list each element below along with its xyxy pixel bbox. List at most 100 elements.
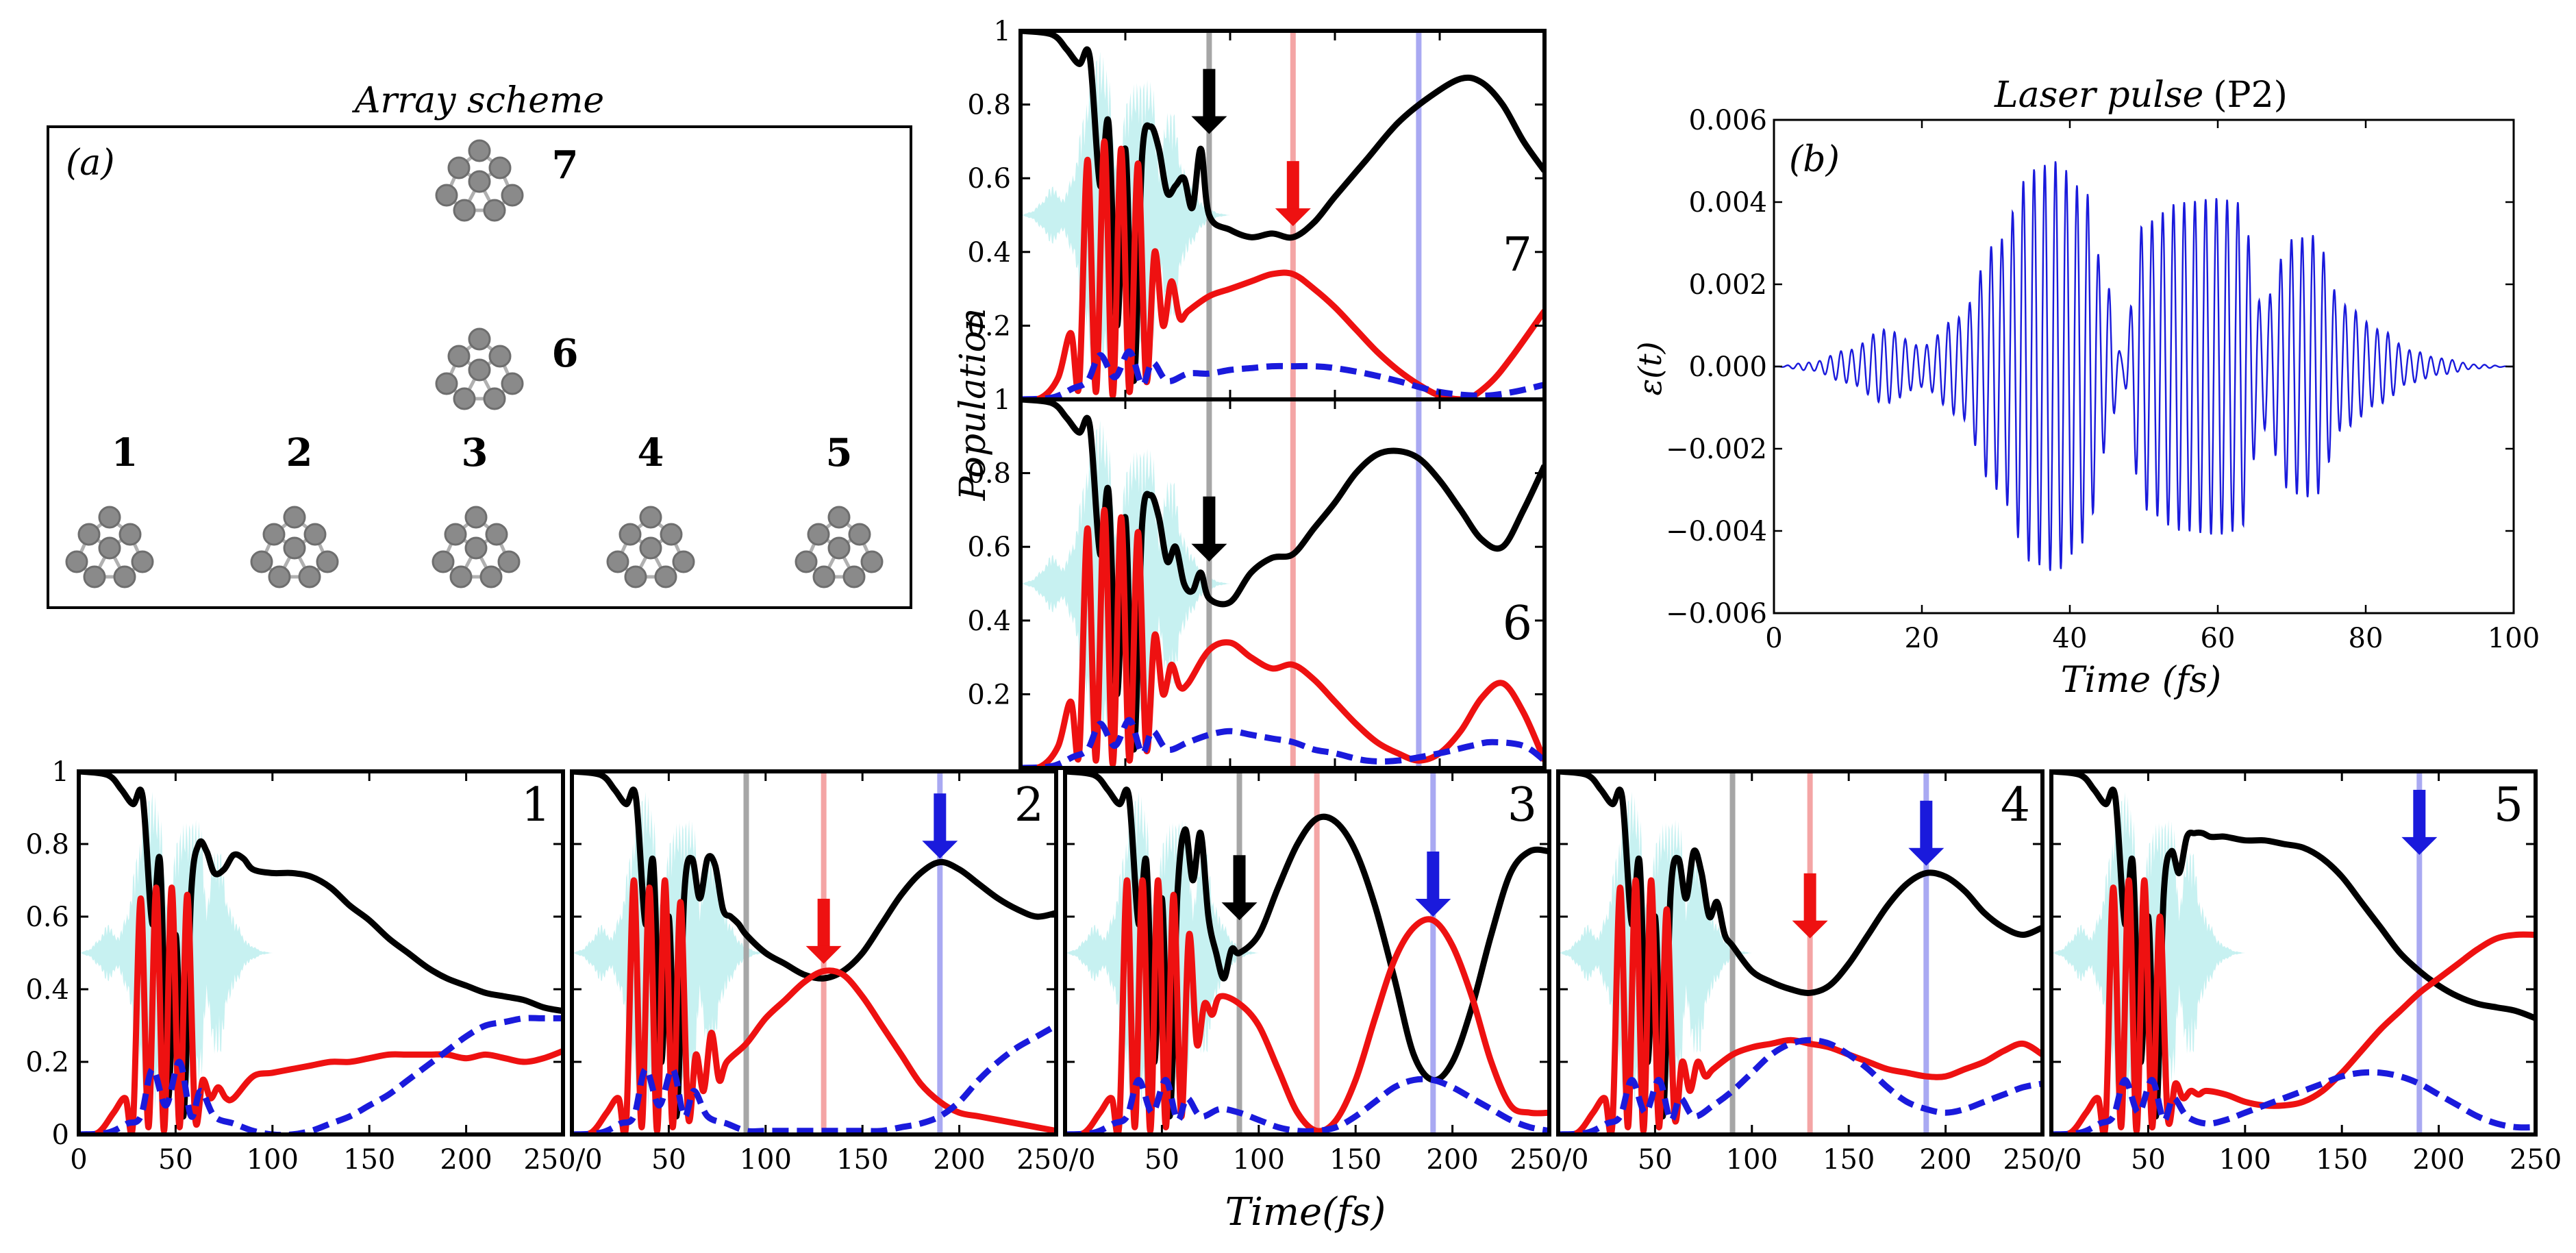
pulse-xtick-label: 0 [1765,623,1782,654]
xtick-label: 100 [247,1144,299,1176]
arrow-head-black [1191,543,1227,562]
cluster-atom [118,523,142,546]
panel-plot-area [1065,771,1549,1134]
series-ground [1021,399,1545,753]
cluster-label: 2 [286,430,313,475]
cluster-atom [639,536,662,560]
cluster-atom [807,523,830,546]
cluster-atom [479,565,503,588]
laser-pulse-plot: 0 20 40 60 80 100 0.006 0.004 0.002 0.000 −0.002 −0… [1666,105,2540,654]
xtick-label: 50 [158,1144,193,1176]
cluster-atom [268,565,291,588]
pulse-xtick-label: 80 [2349,623,2384,654]
xtick-label: 200 [1919,1144,1971,1176]
cluster-atom [262,523,286,546]
cluster-atom [672,550,695,573]
panel-frame [1556,769,2044,1137]
arrow-head-blue [2401,836,2438,855]
cluster-label: 4 [638,430,664,475]
cluster-label: 6 [552,331,579,376]
pulse-ytick-label: 0.000 [1688,351,1767,383]
series-target [1021,506,1545,768]
population-panel-6: 6 1 0.8 0.6 0.4 0.2 [967,384,1547,770]
cluster-atom [795,550,818,573]
population-panel-4: 4 50 100 150 200 250/0 [1556,769,2082,1176]
panel-frame [1018,397,1547,770]
panel-number: 5 [2494,778,2523,832]
pulse-ytick-label: 0.004 [1688,187,1767,219]
series-transfer [1021,717,1545,768]
cluster-atom [468,358,491,382]
pulse-series-line [1774,161,2514,571]
arrow-shaft-black [1233,855,1246,905]
arrow-shaft-blue [2413,789,2426,839]
panel-plot-area [2051,771,2536,1134]
panel-frame [77,769,565,1137]
ytick-label: 1 [994,16,1011,47]
cluster-atom [639,506,662,529]
pulse-ytick-label: −0.004 [1666,516,1767,547]
panel-number: 7 [1503,228,1532,282]
cluster-atom [468,327,491,351]
arrow-head-blue [1908,847,1944,866]
panel-number: 4 [2001,778,2030,832]
panel-frame [570,769,1058,1137]
cluster-atom [250,550,273,573]
cluster-atom [483,199,506,222]
pulse-ytick-label: 0.002 [1688,269,1767,301]
cluster-atom [483,387,506,410]
panel-plot-area [1021,399,1545,768]
series-ground [572,771,1056,1120]
laser-pulse-ylabel: ε(t) [1631,341,1668,395]
pulse-xtick-label: 60 [2201,623,2236,654]
cluster-atom [77,523,101,546]
laser-pulse-title: Laser pulse (P2) [1994,75,2288,116]
cluster-atom [444,523,467,546]
population-panel-2: 2 50 100 150 200 250/0 [570,769,1096,1176]
series-transfer [572,1023,1056,1134]
cluster-atom [488,156,512,179]
arrow-head-red [1275,208,1311,227]
cluster-atom [812,565,836,588]
cluster-atom [464,506,488,529]
cluster-atom [447,345,471,368]
cluster-atom [827,536,851,560]
cluster-atom [606,550,629,573]
xtick-label: 50 [1145,1144,1179,1176]
panel-frame [1063,769,1551,1137]
cluster-6: 6 [435,327,579,410]
series-target [79,884,563,1134]
cluster-atom [432,550,455,573]
xtick-label: 0 [70,1144,87,1176]
population-panels: 7 1 0.8 0.6 0.4 0.2 6 1 0.8 0.6 0.4 0.2 1 1 0.8 0.6 0.4 0… [25,16,2562,1176]
cluster-atom [488,345,512,368]
cluster-atom [468,139,491,162]
series-transfer [1558,1037,2042,1134]
panel-frame [2049,769,2538,1137]
cluster-atom [453,387,476,410]
cluster-5: 5 [795,430,884,588]
cluster-atom [98,536,121,560]
cluster-atom [654,565,677,588]
xtick-label: 100 [740,1144,792,1176]
cluster-7: 7 [435,139,578,222]
arrow-head-blue [1415,899,1451,917]
array-scheme-title: Array scheme [352,80,604,121]
xtick-label: 150 [1329,1144,1381,1176]
panel-plot-area [1558,771,2042,1134]
cluster-1: 1 [65,430,154,588]
ytick-label: 0.8 [967,458,1011,490]
cluster-atom [131,550,154,573]
arrow-shaft-red [1286,161,1299,211]
arrow-head-red [805,945,842,964]
array-scheme-frame [47,125,912,609]
panel-number: 2 [1014,778,1044,832]
xtick-label: 50 [2131,1144,2166,1176]
ytick-label: 0.6 [25,902,69,933]
cluster-atom [435,184,458,207]
arrow-shaft-red [817,898,830,948]
cluster-atom [860,550,884,573]
panel-plot-area [79,771,563,1134]
arrow-head-black [1191,116,1227,134]
cluster-atom [298,565,321,588]
